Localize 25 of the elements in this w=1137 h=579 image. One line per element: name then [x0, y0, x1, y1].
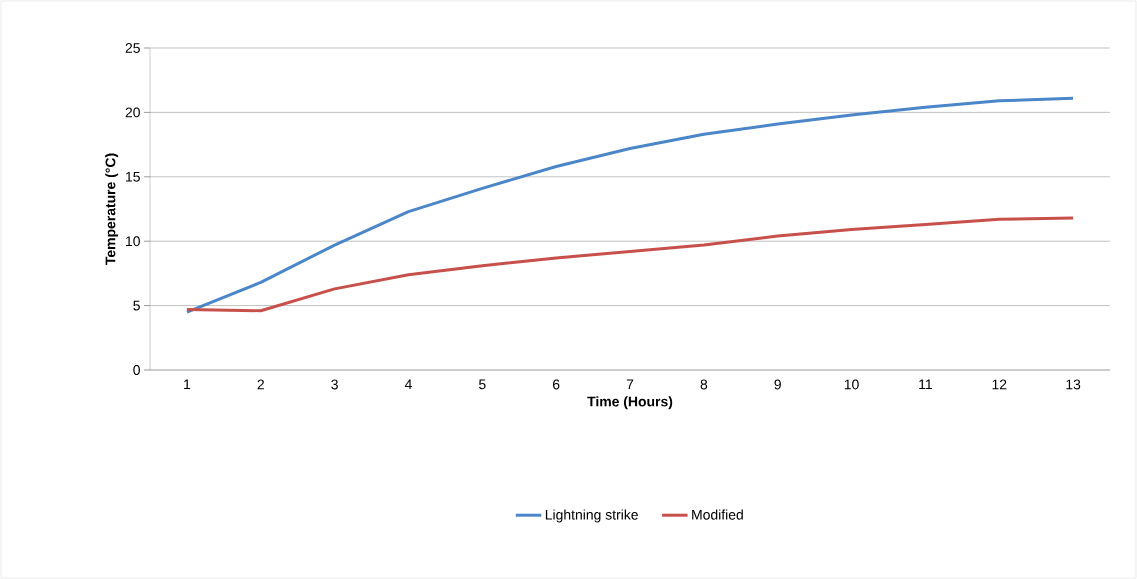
x-tick-label: 3: [331, 379, 338, 390]
x-tick-label: 2: [257, 379, 264, 390]
y-tick-label: 5: [133, 300, 140, 311]
x-tick-label: 13: [1066, 379, 1081, 390]
x-axis-title: Time (Hours): [587, 396, 673, 410]
y-tick-label: 0: [133, 365, 140, 375]
x-tick-label: 4: [404, 379, 412, 390]
legend-label: Lightning strike: [545, 509, 638, 523]
x-tick-label: 9: [774, 379, 781, 390]
y-tick-label: 25: [125, 43, 140, 53]
line-series: [185, 216, 1075, 313]
line-series: [185, 96, 1075, 314]
y-axis-title: Temperature (°C): [105, 153, 119, 265]
y-tick-label: 20: [125, 107, 140, 118]
y-tick-label: 10: [126, 236, 140, 247]
y-tick-label: 15: [126, 171, 140, 182]
x-tick-label: 10: [844, 379, 859, 390]
x-tick-label: 11: [919, 379, 932, 390]
x-tick-label: 1: [184, 379, 191, 390]
x-tick-label: 8: [700, 379, 708, 390]
x-tick-label: 7: [626, 379, 634, 390]
legend-label: Modified: [692, 509, 743, 520]
x-tick-label: 12: [992, 379, 1007, 390]
x-tick-label: 6: [552, 379, 560, 390]
x-tick-label: 5: [479, 379, 486, 390]
